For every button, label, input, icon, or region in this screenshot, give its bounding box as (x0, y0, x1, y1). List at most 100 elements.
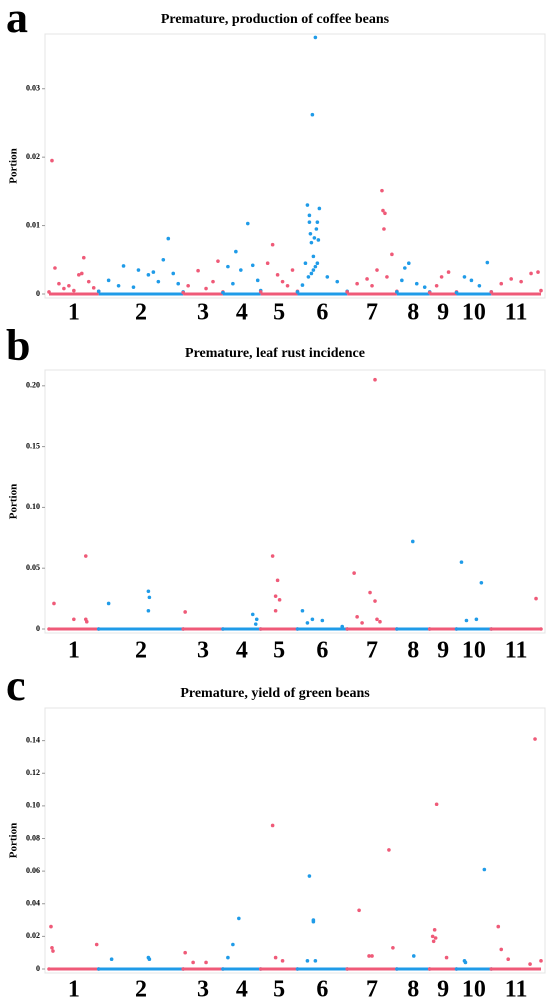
point (311, 268, 316, 272)
point (52, 601, 56, 606)
point (310, 112, 315, 117)
chromosome-label: 10 (462, 638, 486, 664)
point (367, 954, 371, 958)
point (77, 273, 81, 277)
point (446, 270, 451, 274)
point (196, 268, 200, 273)
point (270, 554, 275, 558)
point (489, 627, 494, 631)
point (72, 288, 76, 293)
point (439, 275, 444, 279)
point (370, 954, 374, 958)
chromosome-label: 8 (407, 977, 419, 1003)
point (204, 286, 208, 291)
point (273, 955, 278, 960)
point (375, 268, 379, 272)
point (237, 916, 241, 921)
point (47, 967, 51, 971)
point (365, 277, 369, 281)
point (176, 281, 181, 286)
point (47, 627, 51, 631)
y-tick-label: 0.10 (26, 502, 40, 511)
y-tick-label: 0.05 (26, 563, 40, 572)
point (83, 554, 88, 558)
point (431, 939, 436, 944)
point (216, 259, 220, 263)
point (316, 238, 321, 242)
point (434, 802, 439, 807)
point (414, 281, 419, 286)
point (454, 627, 459, 631)
point (290, 268, 295, 272)
point (273, 608, 278, 613)
chromosome-label: 2 (135, 638, 147, 664)
point (156, 279, 161, 284)
point (410, 539, 415, 544)
point (109, 957, 114, 962)
point (275, 578, 280, 583)
point (136, 268, 141, 272)
point (307, 213, 312, 218)
point (226, 955, 230, 960)
point (72, 617, 76, 622)
point (96, 627, 101, 631)
chromosome-label: 4 (236, 638, 248, 664)
chromosome-label: 4 (236, 300, 248, 326)
point (300, 608, 305, 613)
point (231, 942, 235, 947)
chromosome-label: 11 (505, 977, 528, 1003)
point (496, 924, 501, 929)
point (285, 283, 290, 288)
chromosome-label: 2 (135, 977, 147, 1003)
point (368, 590, 372, 595)
point (258, 627, 263, 631)
point (432, 928, 437, 932)
point (463, 960, 468, 965)
chromosome-label: 6 (316, 300, 328, 326)
plot-frame (44, 33, 546, 299)
point (255, 278, 260, 283)
panel-letter: b (6, 321, 30, 370)
y-tick-label: 0 (36, 624, 40, 633)
point (422, 285, 427, 289)
point (221, 290, 225, 295)
point (539, 627, 543, 631)
chromosome-label: 5 (273, 638, 285, 664)
point (357, 908, 361, 913)
point (50, 158, 54, 163)
y-tick-label: 0.10 (26, 801, 40, 810)
chromosome-label: 10 (462, 977, 486, 1003)
point (345, 627, 349, 631)
point (258, 290, 263, 294)
point (345, 967, 349, 971)
point (250, 263, 255, 268)
point (529, 271, 533, 276)
point (96, 289, 101, 294)
point (211, 279, 215, 284)
point (499, 281, 504, 286)
panel-letter: c (6, 661, 26, 710)
y-tick-label: 0.03 (26, 84, 40, 93)
point (295, 627, 300, 631)
chromosome-label: 8 (407, 638, 419, 664)
point (489, 290, 494, 294)
point (391, 945, 395, 950)
point (305, 959, 310, 963)
point (360, 621, 364, 625)
plot-frame (44, 369, 546, 634)
point (313, 264, 318, 269)
point (477, 283, 482, 288)
chromosome-label: 10 (462, 300, 486, 326)
point (181, 627, 185, 631)
point (300, 283, 305, 287)
point (204, 960, 208, 965)
point (434, 283, 439, 288)
point (314, 227, 319, 231)
point (146, 589, 151, 594)
chromosome-label: 4 (236, 977, 248, 1003)
chromosome-label: 7 (366, 300, 378, 326)
point (171, 271, 176, 276)
point (254, 617, 259, 622)
point (395, 290, 399, 294)
point (277, 598, 282, 602)
